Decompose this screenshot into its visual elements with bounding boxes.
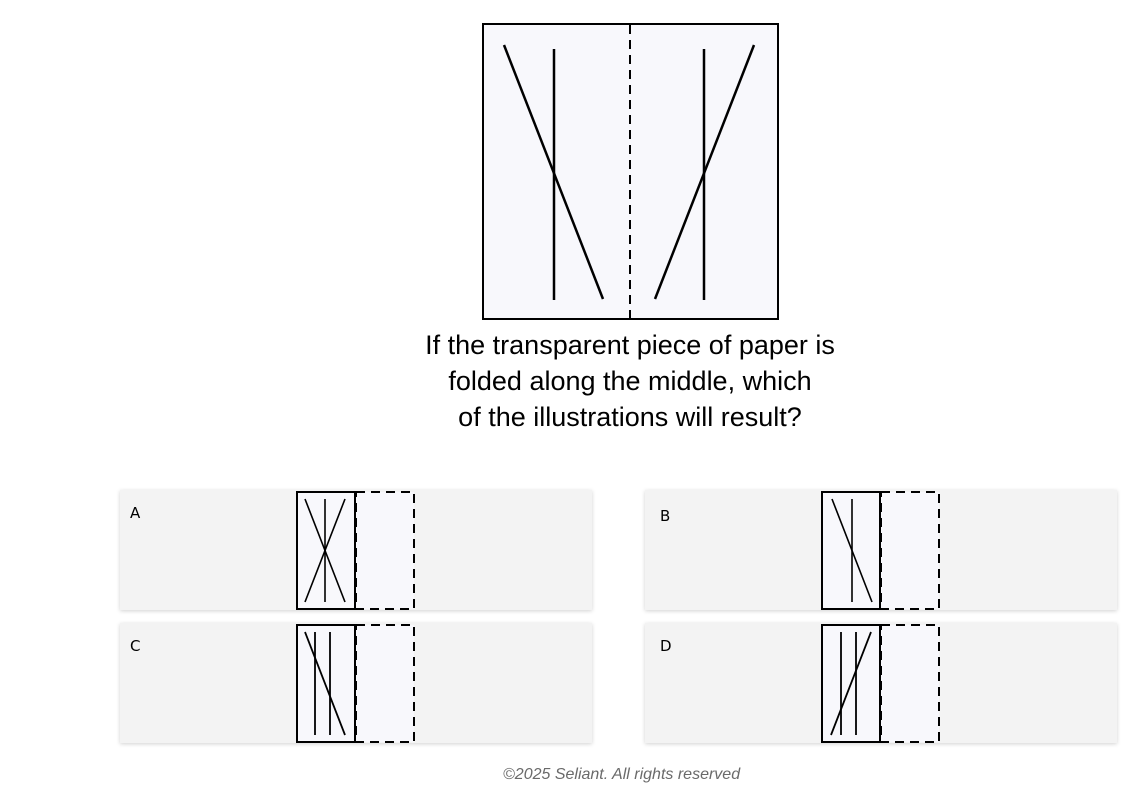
option-a[interactable]: A <box>120 490 592 610</box>
paper-sheet <box>482 23 779 320</box>
unfolded-paper-figure <box>482 23 779 320</box>
option-c[interactable]: C <box>120 623 592 743</box>
option-letter: D <box>660 637 672 655</box>
option-b[interactable]: B <box>645 490 1117 610</box>
question-line-3: of the illustrations will result? <box>458 402 802 432</box>
option-d[interactable]: D <box>645 623 1117 743</box>
option-b-illustration <box>821 491 940 610</box>
question-text: If the transparent piece of paper is fol… <box>330 327 930 435</box>
right-diagonal-line <box>653 44 756 300</box>
option-letter: B <box>660 507 671 525</box>
option-letter: A <box>130 504 141 522</box>
option-letter: C <box>130 637 141 655</box>
question-line-2: folded along the middle, which <box>448 366 812 396</box>
copyright-text: ©2025 Seliant. All rights reserved <box>503 766 741 783</box>
option-a-illustration <box>296 491 415 610</box>
question-line-1: If the transparent piece of paper is <box>425 330 835 360</box>
option-d-illustration <box>821 624 940 743</box>
footer: ©2025 Seliant. All rights reserved <box>0 766 1139 790</box>
option-c-illustration <box>296 624 415 743</box>
